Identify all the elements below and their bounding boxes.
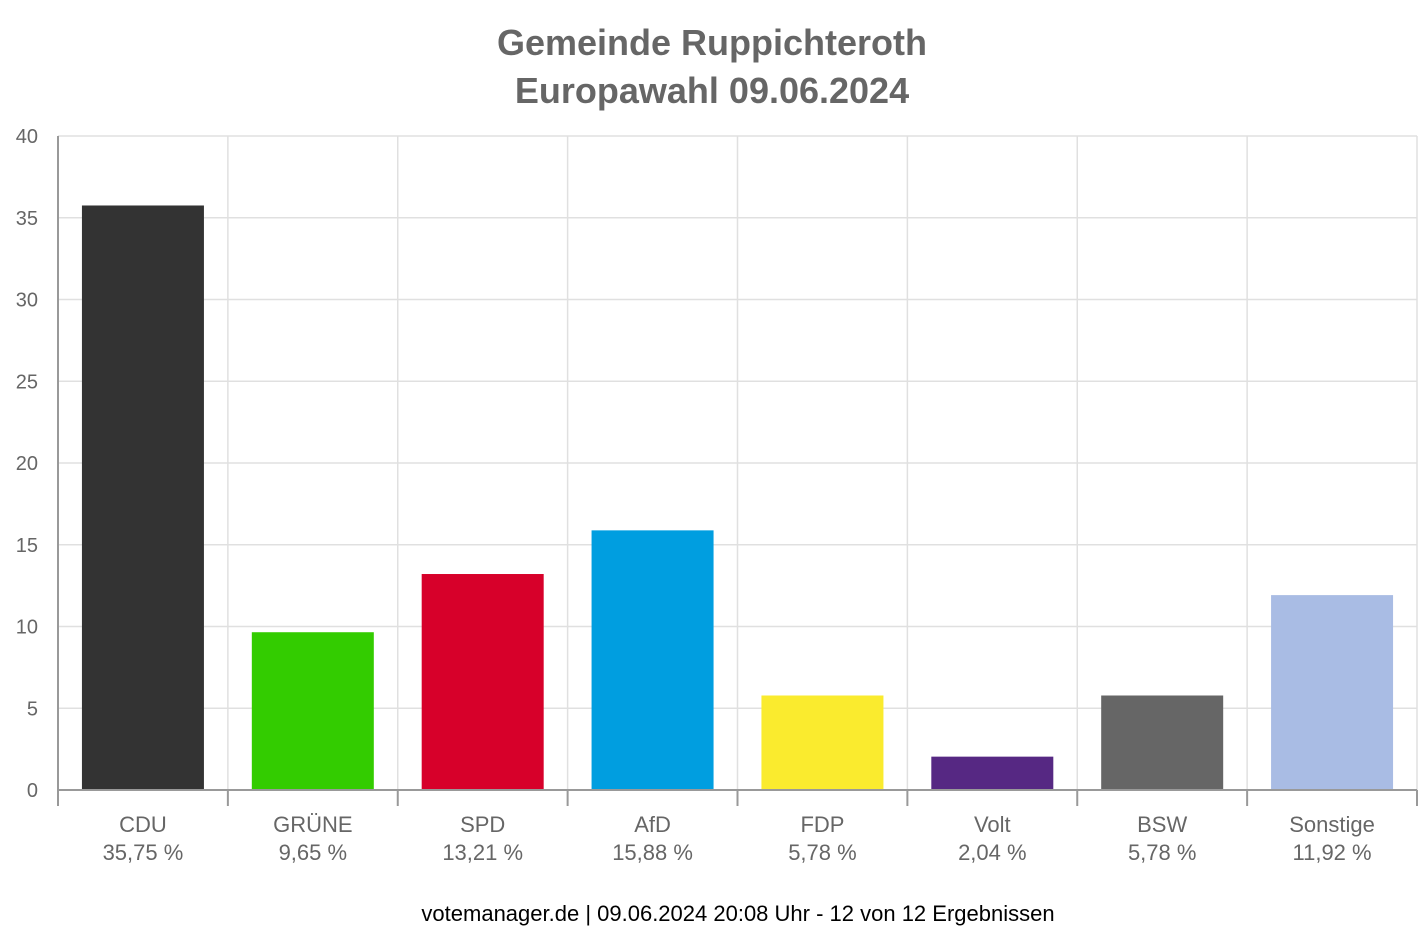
x-value-label: 11,92 % [1293, 840, 1372, 865]
y-tick-label: 20 [16, 453, 38, 475]
x-category-label: GRÜNE [273, 812, 352, 837]
bars [81, 205, 1394, 791]
x-value-label: 5,78 % [1128, 840, 1197, 865]
bar-fdp [761, 695, 884, 790]
x-category-label: BSW [1137, 812, 1187, 837]
bar-volt [931, 756, 1054, 790]
y-tick-label: 30 [16, 290, 38, 312]
bar-gr-ne [251, 632, 374, 790]
y-tick-label: 0 [27, 780, 38, 802]
y-tick-label: 40 [16, 126, 38, 148]
axes [57, 136, 1418, 806]
x-value-label: 5,78 % [788, 840, 857, 865]
y-tick-label: 25 [16, 371, 38, 393]
x-category-label: Sonstige [1289, 812, 1375, 837]
x-category-label: FDP [800, 812, 844, 837]
y-tick-label: 35 [16, 208, 38, 230]
y-tick-label: 15 [16, 535, 38, 557]
chart-title-line-1: Gemeinde Ruppichteroth [497, 22, 927, 63]
x-value-label: 9,65 % [279, 840, 348, 865]
x-value-label: 15,88 % [612, 840, 693, 865]
labels: 0 5 10 15 20 25 30 35 40 CDU 35,75 % GRÜNE 9,65 % SPD… [16, 126, 1375, 865]
x-value-label: 2,04 % [958, 840, 1027, 865]
x-value-label: 35,75 % [103, 840, 184, 865]
chart-title-line-2: Europawahl 09.06.2024 [515, 70, 909, 111]
x-category-label: AfD [634, 812, 671, 837]
bar-bsw [1101, 695, 1224, 790]
bar-sonstige [1271, 595, 1394, 790]
x-category-label: CDU [119, 812, 167, 837]
y-tick-label: 10 [16, 617, 38, 639]
bar-spd [421, 574, 544, 790]
x-category-label: Volt [974, 812, 1011, 837]
bar-afd [591, 530, 714, 790]
footer-source: votemanager.de | 09.06.2024 20:08 Uhr - … [421, 901, 1054, 926]
x-category-label: SPD [460, 812, 505, 837]
y-tick-label: 5 [27, 698, 38, 720]
grid [58, 135, 1418, 790]
bar-cdu [81, 205, 204, 791]
x-value-label: 13,21 % [442, 840, 523, 865]
